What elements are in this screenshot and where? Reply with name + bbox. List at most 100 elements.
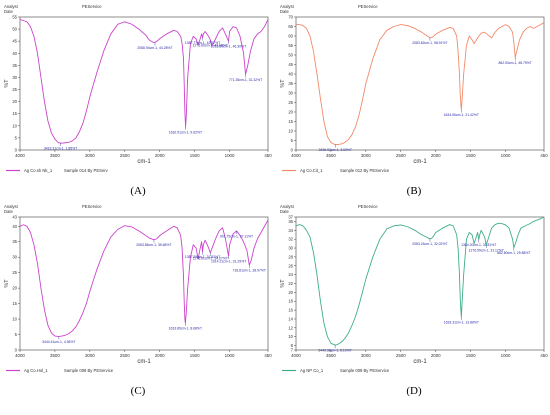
x-tick-label: 3000 — [85, 153, 95, 158]
y-tick-label: 7 — [291, 348, 294, 353]
y-tick-label: 20 — [288, 290, 293, 295]
x-tick-label: 1500 — [466, 353, 476, 358]
y-tick-label: 0 — [291, 148, 294, 153]
header-analyst: Analyst — [280, 4, 295, 9]
x-tick-label: 1000 — [501, 353, 511, 358]
peak-label: 1633.89cm-1, 8.68%T — [169, 327, 202, 331]
y-tick-label: 35 — [12, 239, 17, 244]
x-tick-label: 2500 — [396, 153, 406, 158]
y-axis-label: %T — [280, 79, 286, 88]
x-tick-label: 3500 — [50, 153, 60, 158]
plot-frame — [295, 216, 545, 351]
x-tick-label: 1000 — [225, 153, 235, 158]
peak-label: 1633.31cm-1, 13.86%T — [444, 321, 479, 325]
peak-label: 3436.92cm-1, 3.00%T — [319, 148, 352, 152]
header-service: PEService — [358, 4, 378, 9]
plot-frame — [295, 16, 545, 151]
header-analyst: Analyst — [4, 204, 19, 209]
y-tick-label: 14 — [288, 316, 293, 321]
header-date: Date — [4, 209, 14, 214]
spectrum-line — [296, 22, 545, 145]
peak-label: 1276.61cm-1, 34.27%T — [193, 256, 228, 260]
header-service: PEService — [358, 204, 378, 209]
header-service: PEService — [82, 204, 102, 209]
x-axis-label: cm-1 — [413, 359, 427, 365]
y-tick-label: 5 — [15, 135, 18, 140]
peak-label: 3440.38cm-1, 8.10%T — [318, 349, 351, 353]
y-tick-label: 50 — [288, 53, 293, 58]
y-tick-label: 45 — [288, 62, 293, 67]
y-tick-label: 8 — [291, 343, 294, 348]
header-date: Date — [280, 209, 290, 214]
x-axis-label: cm-1 — [413, 159, 427, 165]
peak-label: 901.75cm-1, 37.11%T — [220, 234, 253, 238]
panel-caption: (B) — [407, 185, 422, 197]
peak-label: 2083.86cm-1, 35.68%T — [136, 243, 171, 247]
y-tick-label: 55 — [288, 43, 293, 48]
peak-label: 1276.60cm-1, 43.08%T — [193, 43, 228, 47]
y-tick-label: 40 — [12, 224, 17, 229]
y-tick-label: 15 — [12, 111, 17, 116]
header-analyst: Analyst — [4, 4, 19, 9]
legend-name: Ag Co.Hol_1 — [24, 368, 48, 373]
peak-label: 862.53cm-1, 48.79%T — [499, 61, 532, 65]
x-tick-label: 2000 — [431, 353, 441, 358]
x-tick-label: 4000 — [15, 153, 25, 158]
y-tick-label: 5 — [291, 138, 294, 143]
plot-frame — [19, 216, 269, 351]
x-tick-label: 2000 — [155, 153, 165, 158]
x-tick-label: 2500 — [120, 153, 130, 158]
y-tick-label: 25 — [288, 100, 293, 105]
y-tick-label: 35 — [12, 63, 17, 68]
y-tick-label: 60 — [288, 34, 293, 39]
legend-desc: Sample 014 By PEServ — [64, 168, 109, 173]
y-tick-label: 5 — [15, 332, 18, 337]
x-tick-label: 3500 — [326, 353, 336, 358]
peak-label: 1634.06cm-1, 21.42%T — [444, 113, 479, 117]
y-tick-label: 10 — [12, 317, 17, 322]
y-tick-label: 30 — [12, 255, 17, 260]
x-tick-label: 3000 — [361, 153, 371, 158]
y-tick-label: 32 — [288, 237, 293, 242]
x-tick-label: 4000 — [15, 353, 25, 358]
peak-label: 2068.94cm-1, 44.28%T — [137, 46, 172, 50]
y-axis-label: %T — [4, 79, 10, 88]
x-tick-label: 1000 — [225, 353, 235, 358]
peak-label: 1015.89cm-1, 46.30%T — [211, 45, 246, 49]
y-tick-label: 28 — [288, 254, 293, 259]
header-analyst: Analyst — [280, 204, 295, 209]
y-tick-label: 15 — [288, 119, 293, 124]
x-tick-label: 2000 — [155, 353, 165, 358]
y-tick-label: 40 — [288, 72, 293, 77]
legend-name: Ag Co.sh Nk_1 — [24, 168, 53, 173]
legend-desc: Sample 008 By PEService — [64, 368, 114, 373]
y-tick-label: 70 — [288, 15, 293, 20]
y-tick-label: 26 — [288, 263, 293, 268]
peak-label: 1387.59cm-1, 31.83%T — [185, 255, 220, 259]
peak-label: 2083.82cm-1, 58.91%T — [412, 41, 447, 45]
y-tick-label: 20 — [12, 286, 17, 291]
x-tick-label: 450 — [540, 353, 548, 358]
header-service: PEService — [82, 4, 102, 9]
x-tick-label: 450 — [540, 153, 548, 158]
x-tick-label: 4000 — [291, 153, 301, 158]
x-axis-label: cm-1 — [137, 159, 151, 165]
panel-caption: (A) — [130, 185, 146, 197]
y-tick-label: 20 — [12, 99, 17, 104]
x-tick-label: 1500 — [190, 353, 200, 358]
legend-name: Ag Co.Cit_1 — [300, 168, 323, 173]
spectrum-line — [19, 18, 269, 144]
header-date: Date — [280, 9, 290, 14]
y-tick-label: 55 — [12, 15, 17, 20]
y-axis-label: %T — [280, 279, 286, 288]
y-tick-label: 18 — [288, 299, 293, 304]
spectrum-line — [19, 219, 269, 337]
panel-caption: (D) — [406, 385, 422, 397]
y-tick-label: 15 — [12, 301, 17, 306]
peak-label: 1276.59cm-1, 31.17%T — [469, 248, 504, 252]
y-tick-label: 10 — [288, 334, 293, 339]
